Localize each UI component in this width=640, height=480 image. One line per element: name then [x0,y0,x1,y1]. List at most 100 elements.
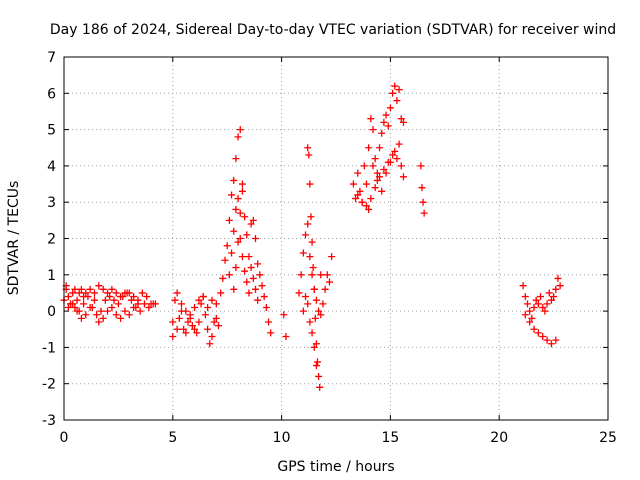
data-point-marker [360,162,368,170]
data-point-marker [212,300,220,308]
data-point-marker [316,383,324,391]
data-point-marker [193,329,201,337]
data-point-marker [362,180,370,188]
data-point-marker [208,296,216,304]
data-point-marker [206,340,214,348]
data-point-marker [221,256,229,264]
data-point-marker [541,307,549,315]
data-point-marker [210,318,218,326]
data-point-marker [97,307,105,315]
data-point-marker [82,289,90,297]
data-point-marker [230,176,238,184]
data-point-marker [232,155,240,163]
data-point-marker [304,144,312,152]
data-point-marker [71,303,79,311]
data-point-marker [365,205,373,213]
data-point-marker [393,155,401,163]
data-point-marker [315,372,323,380]
data-point-marker [123,289,131,297]
data-point-marker [169,318,177,326]
data-point-marker [534,329,542,337]
data-point-marker [112,311,120,319]
data-point-marker [82,311,90,319]
data-point-marker [373,176,381,184]
data-point-marker [299,307,307,315]
data-point-marker [127,296,135,304]
data-point-marker [386,104,394,112]
data-point-marker [249,274,257,282]
data-point-marker [519,282,527,290]
data-point-marker [323,271,331,279]
data-point-marker [312,362,320,370]
grid-lines [64,57,608,420]
data-point-marker [219,274,227,282]
data-point-marker [304,220,312,228]
data-point-marker [308,271,316,279]
x-tick-label: 0 [60,430,69,446]
data-point-marker [358,198,366,206]
data-point-marker [141,300,149,308]
data-point-marker [86,303,94,311]
data-point-marker [112,289,120,297]
data-point-marker [302,231,310,239]
data-point-marker [228,191,236,199]
data-point-marker [180,325,188,333]
data-point-marker [528,314,536,322]
data-point-marker [64,293,72,301]
data-point-marker [419,198,427,206]
data-point-marker [418,184,426,192]
data-point-marker [397,115,405,123]
data-point-marker [417,162,425,170]
data-point-marker [90,296,98,304]
data-point-marker [373,169,381,177]
data-point-marker [201,311,209,319]
data-point-marker [195,296,203,304]
data-point-marker [299,249,307,257]
data-point-marker [310,285,318,293]
data-point-marker [230,285,238,293]
data-point-marker [243,278,251,286]
data-point-marker [234,238,242,246]
data-point-marker [526,307,534,315]
data-point-marker [71,285,79,293]
data-point-marker [184,318,192,326]
data-point-marker [125,311,133,319]
data-point-marker [306,180,314,188]
data-point-marker [280,311,288,319]
data-point-marker [169,333,177,341]
data-point-marker [238,253,246,261]
data-point-marker [262,303,270,311]
data-point-marker [389,89,397,97]
data-point-marker [376,173,384,181]
data-point-marker [191,303,199,311]
x-tick-label: 25 [599,430,617,446]
data-point-marker [378,129,386,137]
data-point-marker [108,285,116,293]
data-point-marker [545,289,553,297]
data-point-marker [399,173,407,181]
data-point-marker [537,293,545,301]
data-point-marker [395,86,403,94]
data-point-marker [238,180,246,188]
data-point-marker [356,187,364,195]
chart-title: Day 186 of 2024, Sidereal Day-to-day VTE… [50,22,616,38]
data-point-marker [352,195,360,203]
data-point-marker [232,264,240,272]
data-point-marker [106,293,114,301]
data-point-marker [175,314,183,322]
data-point-marker [204,325,212,333]
data-point-marker [254,296,262,304]
data-point-marker [245,253,253,261]
data-point-marker [282,333,290,341]
data-point-marker [134,300,142,308]
x-tick-label: 20 [490,430,508,446]
data-point-marker [311,314,319,322]
data-point-marker [104,307,112,315]
data-point-marker [119,293,127,301]
data-point-marker [228,249,236,257]
data-point-marker [99,285,107,293]
data-point-marker [225,216,233,224]
data-point-marker [95,282,103,290]
data-point-marker [391,82,399,90]
data-point-marker [399,118,407,126]
